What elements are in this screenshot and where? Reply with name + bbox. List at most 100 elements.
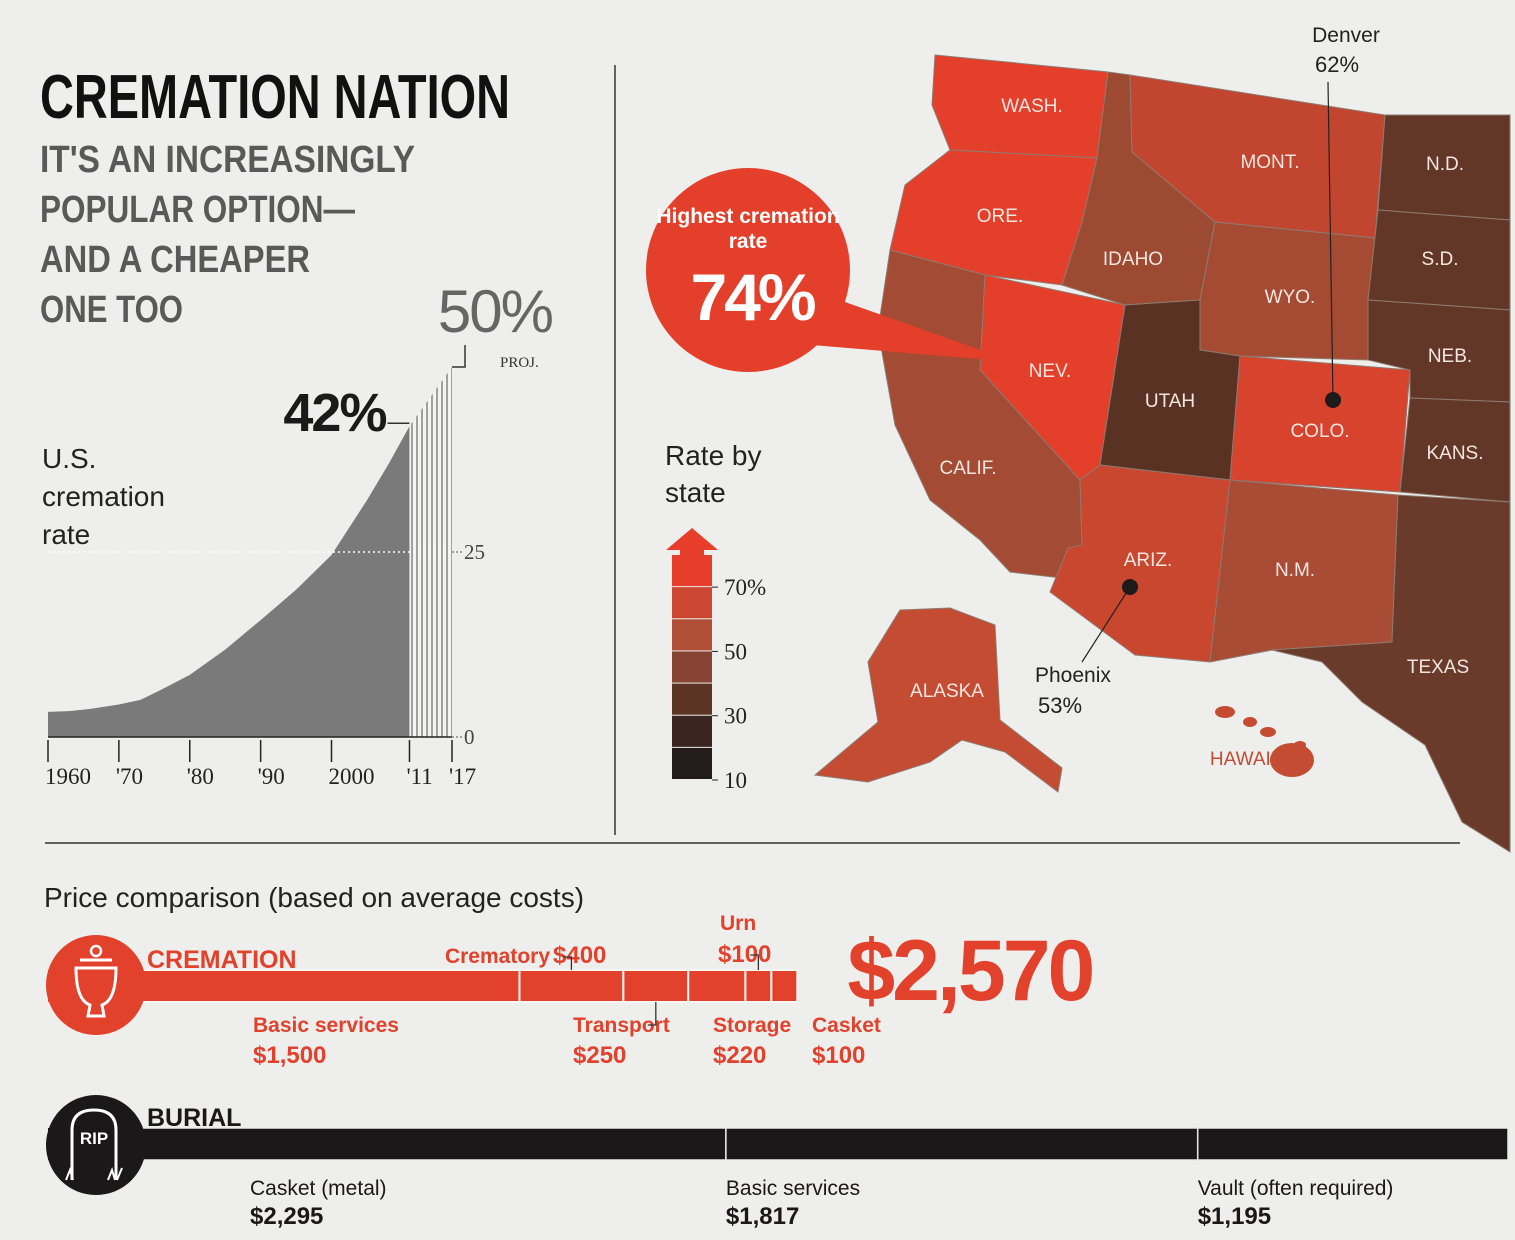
- legend-arrow: [666, 528, 718, 555]
- data-label: 42%: [283, 383, 386, 443]
- segment-label: Storage: [713, 1014, 791, 1037]
- segment-pointer: [647, 1002, 657, 1026]
- segment-value: $220: [713, 1042, 766, 1069]
- callout-label: Highest cremation rate: [656, 205, 840, 253]
- callout-line: [1081, 586, 1131, 663]
- state-label: NEV.: [1029, 361, 1072, 382]
- segment-value: $1,817: [726, 1203, 799, 1230]
- callout-dot: [1122, 579, 1138, 595]
- x-tick-label: '17: [449, 764, 476, 789]
- area: [409, 367, 452, 737]
- x-tick-label: '90: [258, 764, 285, 789]
- subtitle-line: AND A CHEAPER: [40, 239, 310, 281]
- segment-label: Casket: [812, 1014, 881, 1037]
- state-label: MONT.: [1240, 152, 1299, 173]
- y-tick-label: 25: [464, 540, 485, 564]
- state-label: UTAH: [1145, 391, 1195, 412]
- legend-swatch: [672, 715, 712, 747]
- callout-dot: [1325, 392, 1341, 408]
- legend-title: Rate by state: [665, 440, 762, 508]
- subtitle-line: ONE TOO: [40, 289, 183, 331]
- callout-label: Phoenix: [1035, 664, 1111, 687]
- callout-bubble: [646, 168, 850, 372]
- subtitle-line: POPULAR OPTION—: [40, 189, 355, 231]
- island: [1260, 727, 1276, 737]
- island: [1270, 743, 1314, 777]
- segment-value: $100: [812, 1042, 865, 1069]
- legend-swatch: [672, 587, 712, 619]
- state-label: NEB.: [1428, 346, 1472, 367]
- chart-title: Price comparison (based on average costs…: [44, 882, 584, 913]
- bar-segment: [1196, 1127, 1509, 1161]
- x-tick-label: '11: [406, 764, 432, 789]
- segment-label: Urn: [720, 912, 756, 935]
- state-label: ARIZ.: [1124, 550, 1173, 571]
- segment-value: $250: [573, 1042, 626, 1069]
- state: [813, 607, 1063, 793]
- state: [1271, 494, 1511, 853]
- segment-pointer: [750, 954, 760, 970]
- grass: [65, 1166, 123, 1181]
- tombstone: [70, 1108, 118, 1180]
- state-label: N.M.: [1275, 560, 1315, 581]
- segment-label: Transport: [573, 1014, 670, 1037]
- legend-tick-label: 50: [724, 639, 747, 664]
- subtitle-line: IT'S AN INCREASINGLY: [40, 139, 415, 181]
- bar-label: BURIAL: [147, 1104, 241, 1132]
- state-label: COLO.: [1290, 421, 1349, 442]
- state-label: WYO.: [1265, 287, 1316, 308]
- icon-text: RIP: [80, 1129, 108, 1148]
- segment-value: $1,500: [253, 1042, 326, 1069]
- bar-segment: [744, 969, 773, 1003]
- state-label: N.D.: [1426, 154, 1464, 175]
- state-label: ORE.: [977, 206, 1023, 227]
- state-label: IDAHO: [1103, 249, 1163, 270]
- legend-swatch: [672, 619, 712, 651]
- callout-tail: [812, 295, 1015, 362]
- segment-label: Crematory: [445, 945, 550, 968]
- callout-value: 74%: [690, 260, 814, 334]
- annotation: PROJ.: [500, 355, 539, 371]
- title: CREMATION NATION: [40, 63, 510, 132]
- x-tick-label: 1960: [45, 764, 91, 789]
- legend-swatch: [672, 555, 712, 587]
- bar-label: CREMATION: [147, 946, 297, 974]
- urn: [74, 958, 118, 1018]
- island: [1294, 741, 1306, 749]
- legend-tick-label: 70%: [724, 575, 766, 600]
- legend-swatch: [672, 651, 712, 683]
- state-label: KANS.: [1426, 443, 1483, 464]
- state-label: TEXAS: [1407, 657, 1469, 678]
- segment-label: Basic services: [253, 1014, 399, 1037]
- x-tick-label: '80: [187, 764, 214, 789]
- state-label: HAWAII: [1210, 749, 1276, 770]
- urn-lid: [89, 944, 103, 958]
- segment-value: $100: [718, 941, 771, 968]
- bar-segment: [687, 969, 747, 1003]
- segment-value: $400: [553, 942, 606, 969]
- segment-label: Basic services: [726, 1177, 860, 1200]
- y-tick-label: 0: [464, 725, 475, 749]
- bar-segment: [725, 1127, 1199, 1161]
- data-label: 50%: [438, 278, 553, 345]
- callout-value: 53%: [1038, 693, 1082, 718]
- legend-tick-label: 30: [724, 704, 747, 729]
- state-label: S.D.: [1422, 249, 1459, 270]
- segment-pointer: [563, 956, 573, 970]
- area: [48, 426, 410, 737]
- icon-disc: [46, 935, 146, 1035]
- state-label: WASH.: [1001, 96, 1063, 117]
- legend-swatch: [672, 747, 712, 779]
- bar-segment: [518, 969, 625, 1003]
- bar-total: $2,570: [847, 923, 1092, 1019]
- leader: [452, 345, 466, 368]
- island: [1243, 717, 1257, 727]
- x-tick-label: 2000: [329, 764, 375, 789]
- bar-segment: [622, 969, 690, 1003]
- x-tick-label: '70: [116, 764, 143, 789]
- y-axis-label: U.S. cremation rate: [42, 443, 165, 550]
- segment-label: Vault (often required): [1198, 1177, 1394, 1200]
- segment-value: $1,195: [1198, 1203, 1271, 1230]
